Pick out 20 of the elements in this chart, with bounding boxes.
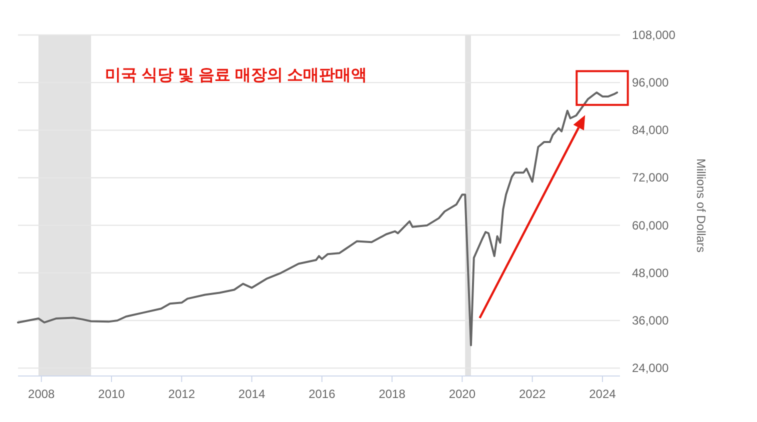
y-tick-label: 36,000 xyxy=(632,313,670,328)
y-tick-label: 108,000 xyxy=(632,28,676,42)
x-tick-label: 2024 xyxy=(589,387,616,401)
x-tick-label: 2016 xyxy=(308,387,336,401)
x-tick-label: 2020 xyxy=(448,387,476,401)
y-tick-label: 96,000 xyxy=(632,76,670,90)
y-tick-label: 24,000 xyxy=(632,361,670,376)
y-axis-title: Millions of Dollars xyxy=(694,158,708,253)
x-tick-label: 2012 xyxy=(168,387,196,401)
y-tick-label: 72,000 xyxy=(632,170,670,185)
x-tick-label: 2018 xyxy=(378,387,406,401)
y-tick-label: 48,000 xyxy=(632,266,670,280)
text: 미국 식당 및 음료 매장의 소매판매액 xyxy=(105,67,368,84)
line-series xyxy=(17,91,618,346)
x-tick-label: 2022 xyxy=(518,387,546,401)
y-tick-label: 60,000 xyxy=(632,218,670,232)
x-tick-label: 2014 xyxy=(238,387,266,401)
y-tick-label: 84,000 xyxy=(632,123,670,138)
x-tick-label: 2010 xyxy=(98,387,126,401)
x-tick-label: 2008 xyxy=(28,387,56,401)
